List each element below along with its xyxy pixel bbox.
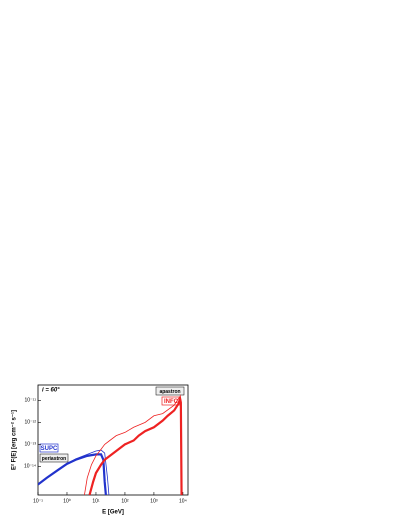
x-tick-label: 10⁻¹ [33, 498, 43, 504]
series-line [88, 394, 183, 495]
x-tick-label: 10¹ [92, 498, 100, 504]
annotation: SUPC [41, 446, 58, 452]
label-box [39, 443, 59, 453]
y-axis-label: E² F(E) [erg cm⁻² s⁻¹] [11, 410, 18, 470]
annotation: periastron [42, 456, 66, 462]
annotation: INFC [164, 399, 179, 405]
series-line [38, 449, 110, 495]
y-tick-label: 10⁻¹¹ [24, 398, 36, 404]
y-tick-label: 10⁻¹⁴ [24, 464, 36, 470]
x-tick-label: 10⁰ [63, 498, 71, 504]
x-tick-label: 10⁴ [179, 498, 187, 504]
series-line [84, 395, 182, 495]
label-box [155, 386, 185, 396]
label-box [39, 453, 69, 463]
annotation: apastron [159, 389, 180, 395]
y-tick-label: 10⁻¹² [24, 420, 36, 426]
plot-frame [37, 384, 189, 496]
y-tick-label: 10⁻¹³ [24, 442, 36, 448]
annotation: i = 60° [42, 388, 60, 394]
x-tick-label: 10³ [150, 498, 158, 504]
plot-lines [38, 394, 183, 495]
x-axis-label: E [GeV] [102, 510, 124, 516]
x-tick-label: 10² [121, 498, 129, 504]
